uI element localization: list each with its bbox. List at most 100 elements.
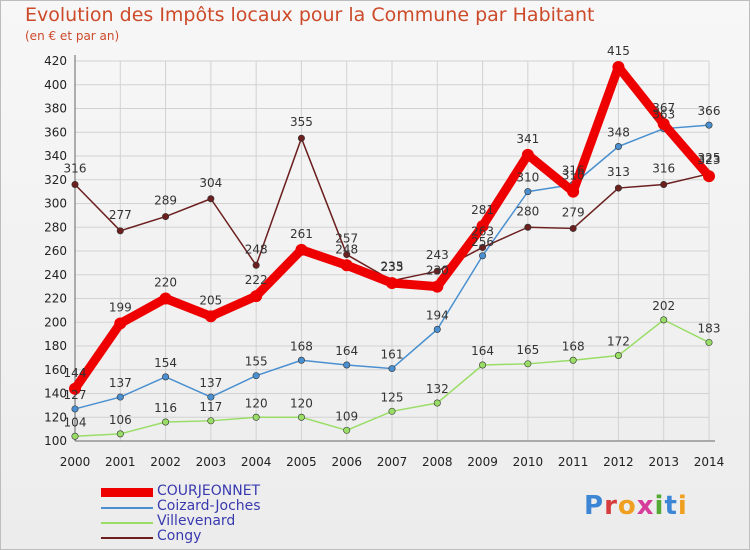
data-point bbox=[295, 243, 308, 256]
data-label: 233 bbox=[381, 260, 404, 274]
data-label: 168 bbox=[290, 339, 313, 353]
legend-swatch bbox=[101, 537, 153, 539]
data-label: 279 bbox=[562, 205, 585, 219]
y-tick-label: 180 bbox=[44, 339, 67, 353]
data-point bbox=[476, 220, 489, 233]
data-label: 257 bbox=[335, 232, 358, 246]
data-point bbox=[386, 277, 398, 290]
data-label: 366 bbox=[698, 104, 721, 118]
axes: 1001201401601802002202402602803003203403… bbox=[44, 54, 724, 469]
data-point bbox=[252, 413, 260, 421]
data-label: 415 bbox=[607, 44, 630, 58]
y-tick-label: 280 bbox=[44, 220, 67, 234]
data-point bbox=[705, 121, 713, 129]
y-tick-label: 400 bbox=[44, 78, 67, 92]
data-label: 125 bbox=[381, 390, 404, 404]
data-point bbox=[479, 252, 487, 260]
data-label: 248 bbox=[245, 242, 268, 256]
data-point bbox=[207, 393, 215, 401]
data-point bbox=[521, 148, 534, 161]
data-point bbox=[297, 134, 305, 142]
x-tick-label: 2005 bbox=[286, 455, 317, 469]
data-label: 304 bbox=[199, 176, 222, 190]
legend-label: Congy bbox=[157, 528, 202, 544]
data-point bbox=[657, 117, 670, 130]
y-tick-label: 360 bbox=[44, 125, 67, 139]
data-label: 109 bbox=[335, 409, 358, 423]
data-point bbox=[479, 243, 487, 251]
data-label: 310 bbox=[562, 169, 585, 183]
data-point bbox=[343, 426, 351, 434]
data-point bbox=[614, 351, 622, 359]
data-label: 316 bbox=[562, 164, 585, 178]
y-tick-label: 220 bbox=[44, 292, 67, 306]
y-tick-label: 240 bbox=[44, 268, 67, 282]
data-label: 165 bbox=[516, 343, 539, 357]
data-point bbox=[524, 188, 532, 196]
data-label: 164 bbox=[335, 344, 358, 358]
data-label: 117 bbox=[199, 400, 222, 414]
data-label: 235 bbox=[381, 260, 404, 274]
x-tick-label: 2014 bbox=[694, 455, 725, 469]
data-point bbox=[705, 338, 713, 346]
x-tick-label: 2000 bbox=[60, 455, 91, 469]
y-tick-label: 160 bbox=[44, 363, 67, 377]
data-point bbox=[388, 407, 396, 415]
x-tick-label: 2008 bbox=[422, 455, 453, 469]
data-label: 172 bbox=[607, 335, 630, 349]
legend-label: Coizard-Joches bbox=[157, 498, 261, 514]
data-label: 132 bbox=[426, 382, 449, 396]
y-tick-label: 420 bbox=[44, 54, 67, 68]
legend-swatch bbox=[101, 522, 153, 524]
data-point bbox=[343, 361, 351, 369]
data-point bbox=[660, 181, 668, 189]
data-label: 183 bbox=[698, 321, 721, 335]
data-label: 194 bbox=[426, 308, 449, 322]
y-tick-label: 200 bbox=[44, 315, 67, 329]
data-point bbox=[388, 365, 396, 373]
data-label: 316 bbox=[64, 162, 87, 176]
x-tick-label: 2007 bbox=[377, 455, 408, 469]
data-point bbox=[71, 181, 79, 189]
data-label: 325 bbox=[698, 151, 721, 165]
data-label: 355 bbox=[290, 115, 313, 129]
data-point bbox=[116, 430, 124, 438]
data-label: 263 bbox=[471, 224, 494, 238]
legend-label: COURJEONNET bbox=[157, 483, 261, 499]
data-point bbox=[69, 382, 81, 395]
data-point bbox=[162, 373, 170, 381]
x-tick-label: 2009 bbox=[467, 455, 498, 469]
data-label: 220 bbox=[154, 276, 177, 290]
data-label: 161 bbox=[381, 348, 404, 362]
chart-title: Evolution des Impôts locaux pour la Comm… bbox=[25, 4, 595, 26]
series-lines bbox=[69, 60, 715, 440]
data-label: 154 bbox=[154, 356, 177, 370]
data-label: 168 bbox=[562, 339, 585, 353]
data-point bbox=[479, 361, 487, 369]
data-label: 137 bbox=[199, 376, 222, 390]
data-label: 261 bbox=[290, 227, 313, 241]
data-label: 106 bbox=[109, 413, 132, 427]
data-label: 104 bbox=[64, 415, 87, 429]
data-label: 202 bbox=[652, 299, 675, 313]
data-point bbox=[159, 292, 172, 305]
data-label: 199 bbox=[109, 300, 132, 314]
data-point bbox=[252, 261, 260, 269]
data-point bbox=[433, 325, 441, 333]
chart-subtitle: (en € et par an) bbox=[25, 29, 120, 43]
y-tick-label: 300 bbox=[44, 197, 67, 211]
x-tick-label: 2002 bbox=[150, 455, 181, 469]
data-point bbox=[116, 393, 124, 401]
data-point bbox=[433, 267, 441, 275]
data-point bbox=[207, 195, 215, 203]
data-label: 222 bbox=[245, 273, 268, 287]
proxiti-logo: Proxiti bbox=[584, 491, 688, 521]
data-point bbox=[569, 224, 577, 232]
data-label: 116 bbox=[154, 401, 177, 415]
data-point bbox=[297, 356, 305, 364]
data-point bbox=[252, 372, 260, 380]
data-label: 323 bbox=[698, 153, 721, 167]
data-label: 348 bbox=[607, 126, 630, 140]
